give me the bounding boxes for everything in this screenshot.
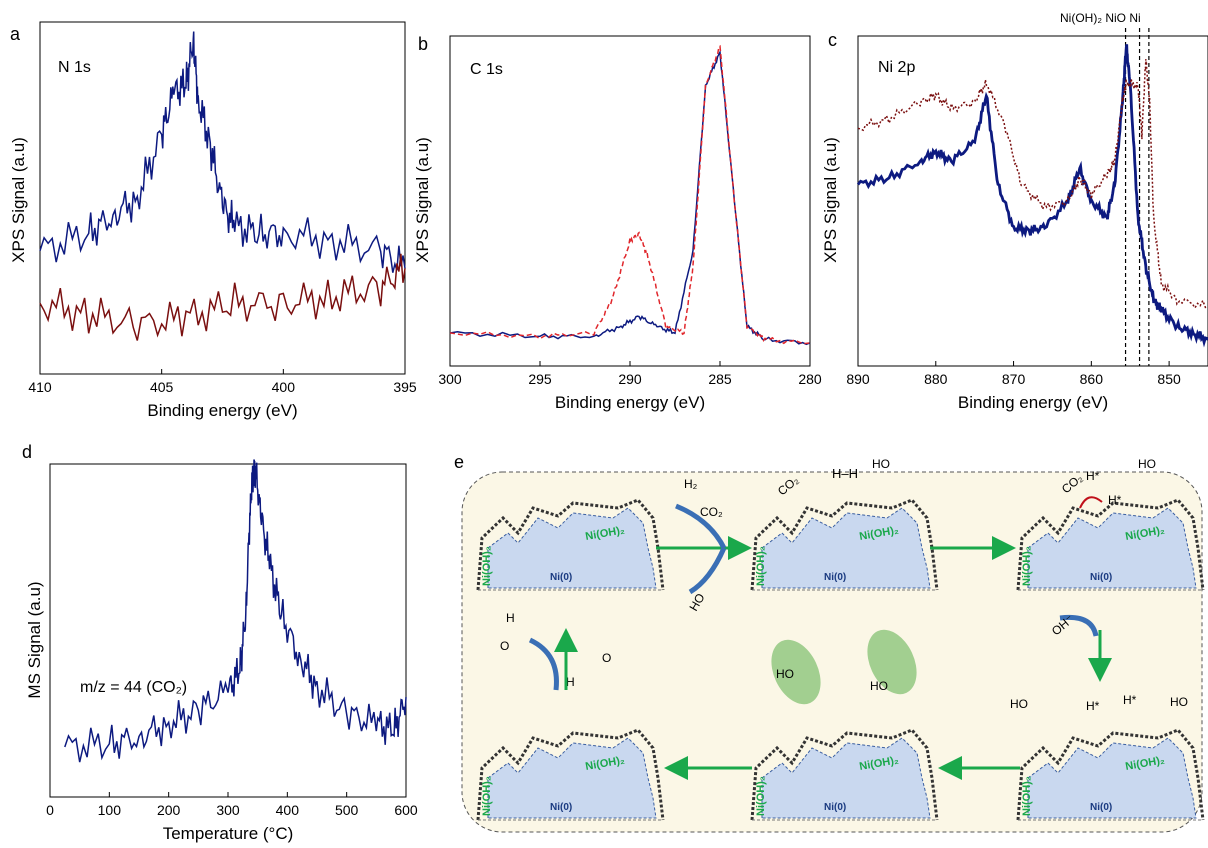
panel-c-label: Ni 2p: [878, 59, 915, 76]
h-star-label-2: H*: [1123, 693, 1137, 707]
series-line-d-0: [64, 459, 407, 763]
panel-letter-b: b: [418, 34, 428, 54]
x-tick-label-d: 200: [157, 802, 181, 818]
x-tick-label-a: 395: [393, 379, 417, 395]
y-axis-label-d: MS Signal (a.u): [25, 581, 44, 698]
panel-b-label: C 1s: [470, 61, 503, 78]
x-axis-label-d: Temperature (°C): [163, 824, 294, 843]
ni-hydroxide-side-label: Ni(OH)₂: [481, 776, 493, 816]
reaction-mechanism-schematic: Ni(0) Ni(OH)₂ Ni(OH)₂ Ni(0) Ni(OH)₂ Ni(O…: [461, 457, 1205, 833]
ni-metal-label: Ni(0): [550, 802, 572, 813]
blue-curved-arrow-in: [675, 503, 727, 550]
particle-6: Ni(0) Ni(OH)₂ Ni(OH)₂ H O: [476, 651, 665, 821]
y-axis-label-b: XPS Signal (a.u): [413, 137, 432, 263]
panel-letter-d: d: [22, 442, 32, 462]
blue-curved-arrow-oh: [1059, 614, 1099, 637]
x-tick-label-d: 600: [394, 802, 418, 818]
h-h-label: H–H: [832, 466, 858, 481]
chart-panel-d: 0 100 200 300 400 500 600 Temperature (°C) MS Si…: [25, 459, 418, 843]
ni-metal-label: Ni(0): [550, 572, 572, 583]
x-tick-label-c: 850: [1157, 371, 1181, 387]
ni-metal-label: Ni(0): [824, 802, 846, 813]
formate-ho-label-2: HO: [870, 679, 888, 693]
series-line-a-1: [39, 253, 406, 341]
ni-hydroxide-side-label: Ni(OH)₂: [1021, 546, 1033, 586]
x-tick-label-b: 290: [618, 371, 642, 387]
particle-4: Ni(0) Ni(OH)₂ Ni(OH)₂ HO H* H* HO: [1010, 693, 1205, 821]
formate-ho-label: HO: [872, 457, 890, 471]
formate-ho-label: HO: [1138, 457, 1156, 471]
formate-ho-label: HO: [1010, 697, 1028, 711]
ni-hydroxide-side-label: Ni(OH)₂: [755, 546, 767, 586]
co2-label: CO₂: [700, 505, 723, 519]
x-tick-label-d: 100: [98, 802, 122, 818]
green-blob-1: [771, 639, 821, 705]
panel-d-label: m/z = 44 (CO₂): [80, 679, 187, 696]
blue-curved-arrow-release: [528, 637, 559, 691]
ni-hydroxide-side-label: Ni(OH)₂: [481, 546, 493, 586]
x-tick-label-a: 405: [150, 379, 174, 395]
h2-label: H₂: [684, 477, 698, 491]
chart-panel-b: 300 295 290 285 280 Binding energy (eV) XPS Si…: [413, 35, 822, 412]
x-tick-label-c: 870: [1002, 371, 1026, 387]
x-tick-label-b: 285: [708, 371, 732, 387]
formate-ho-label: HO: [776, 667, 794, 681]
formate-o-label: O: [602, 651, 611, 665]
panel-letter-c: c: [828, 30, 837, 50]
plot-frame-b: [449, 35, 811, 367]
x-tick-label-b: 300: [438, 371, 462, 387]
x-tick-label-b: 295: [528, 371, 552, 387]
series-line-c-0: [856, 44, 1208, 348]
x-tick-label-d: 500: [335, 802, 359, 818]
x-tick-label-d: 300: [216, 802, 240, 818]
released-formate-label: O: [500, 639, 509, 653]
series-line-b-0: [449, 49, 811, 346]
x-tick-label-c: 890: [846, 371, 870, 387]
particle-5: Ni(0) Ni(OH)₂ Ni(OH)₂ HO HO: [750, 629, 939, 821]
y-axis-label-a: XPS Signal (a.u): [9, 137, 28, 263]
formate-h-label: H: [566, 675, 575, 689]
ni-metal-label: Ni(0): [1090, 802, 1112, 813]
particle-1: Ni(0) Ni(OH)₂ Ni(OH)₂: [476, 498, 665, 591]
x-axis-label-b: Binding energy (eV): [555, 393, 705, 412]
series-line-c-1: [857, 59, 1208, 310]
panel-letter-e: e: [454, 452, 464, 472]
released-formate-h-label: H: [506, 611, 515, 625]
panel-letter-a: a: [10, 24, 21, 44]
x-tick-label-d: 0: [46, 802, 54, 818]
x-tick-label-c: 880: [924, 371, 948, 387]
x-axis-label-a: Binding energy (eV): [147, 401, 297, 420]
ni-hydroxide-side-label: Ni(OH)₂: [755, 776, 767, 816]
x-tick-label-d: 400: [276, 802, 300, 818]
x-axis-label-c: Binding energy (eV): [958, 393, 1108, 412]
ni-metal-label: Ni(0): [1090, 572, 1112, 583]
x-tick-label-b: 280: [798, 371, 822, 387]
plot-frame-d: [49, 463, 407, 798]
x-tick-label-a: 410: [28, 379, 52, 395]
particle-3: Ni(0) Ni(OH)₂ Ni(OH)₂ CO₂ H* H* HO: [1016, 457, 1205, 591]
plot-frame-a: [39, 21, 406, 375]
panel-c-reference-labels: Ni(OH)₂ NiO Ni: [1060, 11, 1141, 25]
blue-curved-arrow-out: [688, 546, 727, 595]
formate-ho-label-2: HO: [1170, 695, 1188, 709]
h-star-label: H*: [1086, 699, 1100, 713]
red-curved-arrow: [1079, 496, 1103, 509]
green-blob-2: [867, 629, 917, 695]
chart-panel-c: 890 880 870 860 850 Binding energy (eV) XPS Si…: [821, 28, 1208, 412]
y-axis-label-c: XPS Signal (a.u): [821, 137, 840, 263]
series-line-a-0: [39, 31, 406, 273]
chart-panel-a: 410 405 400 395 Binding energy (eV) XPS Signa…: [9, 21, 417, 420]
h-star-label-2: H*: [1108, 493, 1122, 507]
plot-frame-c: [857, 35, 1208, 367]
panel-a-label: N 1s: [58, 59, 91, 76]
h-star-label: H*: [1086, 469, 1100, 483]
ni-metal-label: Ni(0): [824, 572, 846, 583]
x-tick-label-a: 400: [272, 379, 296, 395]
ni-hydroxide-side-label: Ni(OH)₂: [1021, 776, 1033, 816]
x-tick-label-c: 860: [1080, 371, 1104, 387]
particle-2: Ni(0) Ni(OH)₂ Ni(OH)₂ CO₂ H–H HO: [750, 457, 939, 591]
series-line-b-1: [449, 44, 811, 345]
